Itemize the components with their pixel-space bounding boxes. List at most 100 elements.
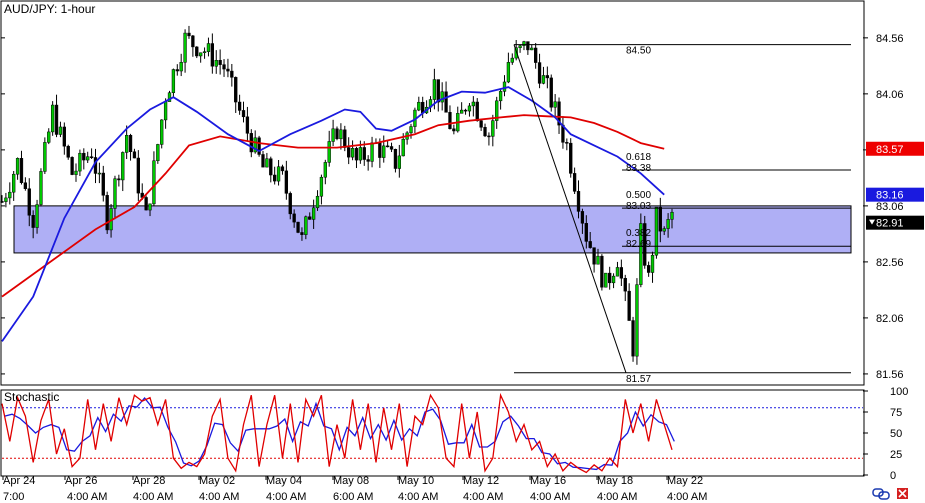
candle-body [627, 290, 631, 321]
price-tag-label: 83.16 [876, 190, 904, 202]
candle-body [183, 32, 187, 63]
candle-body [12, 173, 16, 193]
candle-body [15, 158, 20, 175]
candle-body [97, 172, 102, 175]
candle-body [222, 64, 226, 70]
candle-body [269, 158, 273, 176]
candle-body [370, 142, 374, 162]
candle-body [366, 159, 370, 162]
candle-body [604, 272, 608, 288]
candle-body [432, 79, 437, 100]
price-tag-arrow-icon [869, 219, 875, 225]
candle-body [643, 223, 647, 266]
candle-body [284, 170, 289, 194]
axis-layer: 84.5684.0683.5683.0682.5682.0681.5683.57… [1, 33, 924, 503]
candle-body [199, 52, 203, 57]
candle-body [19, 158, 24, 183]
candle-body [35, 204, 39, 228]
stochastic-layer [1, 392, 863, 474]
candle-body [66, 145, 70, 158]
candle-body [128, 135, 133, 153]
candle-body [483, 127, 487, 137]
support-resistance-zone [13, 205, 852, 254]
x-date-label: May 12 [463, 475, 499, 487]
candle-body [304, 216, 308, 235]
candle-body [421, 101, 425, 114]
candle-body [261, 154, 265, 168]
price-tag: 82.91 [866, 215, 924, 230]
candle-body [666, 219, 670, 229]
candle-body [670, 211, 674, 220]
candle-body [389, 146, 394, 150]
x-time-label: 4:00 AM [667, 491, 707, 503]
price-tag-background [866, 141, 924, 156]
candle-body [4, 197, 8, 202]
candle-body [117, 178, 121, 181]
candle-body [86, 156, 90, 161]
candle-body [534, 47, 538, 63]
link-icon[interactable] [872, 488, 890, 500]
slow-moving-average-line [1, 114, 665, 298]
candle-body [393, 149, 398, 169]
candle-body [452, 128, 456, 132]
candle-body [639, 223, 643, 285]
candle-body [491, 120, 495, 137]
fib-swing-line [513, 44, 627, 373]
candle-body [292, 213, 296, 223]
candle-body [214, 60, 218, 67]
x-time-label: 6:00 AM [333, 491, 373, 503]
candle-body [600, 255, 604, 288]
candle-body [121, 152, 125, 181]
candle-body [237, 101, 242, 111]
candle-body [530, 47, 534, 51]
candle-body [635, 284, 639, 357]
candle-body [553, 101, 557, 108]
candle-body [576, 191, 581, 212]
candle-body [448, 112, 452, 130]
candle-body [662, 228, 666, 232]
fast-moving-average-line [1, 86, 665, 342]
price-tag-background [866, 187, 924, 202]
candle-body [315, 195, 320, 209]
price-tag-label: 83.57 [876, 144, 904, 156]
candle-body [58, 126, 63, 135]
candle-body [545, 75, 549, 79]
x-time-label: 4:00 AM [266, 491, 306, 503]
candle-body [354, 148, 359, 161]
x-time-label: 4:00 AM [67, 491, 107, 503]
candle-body [506, 62, 511, 83]
candle-body [487, 135, 491, 138]
candle-body [510, 57, 514, 63]
candle-body [206, 43, 211, 52]
candle-body [276, 166, 281, 182]
candle-body [619, 267, 624, 279]
close-icon[interactable] [897, 488, 908, 499]
price-tag: 83.57 [866, 141, 924, 156]
candle-body [132, 151, 137, 159]
candle-body [54, 104, 59, 135]
candle-body [74, 170, 78, 175]
x-date-label: May 04 [266, 475, 302, 487]
candle-body [175, 69, 179, 72]
candle-body [226, 68, 230, 72]
candle-body [43, 142, 47, 172]
candle-body [273, 174, 277, 182]
y-tick-label: 84.56 [876, 33, 904, 45]
candle-body [440, 91, 444, 103]
fib-price-label: 81.57 [626, 374, 651, 385]
stochastic-y-tick-label: 0 [890, 470, 896, 482]
candle-body [444, 91, 448, 113]
fib-price-label: 83.38 [626, 163, 651, 174]
candle-body [27, 188, 31, 216]
fib-ratio-label: 0.500 [626, 190, 651, 201]
candle-body [417, 101, 421, 111]
candle-body [565, 142, 569, 144]
candle-body [311, 207, 316, 220]
y-tick-label: 83.06 [876, 201, 904, 213]
candle-body [436, 79, 440, 103]
candle-body [378, 142, 382, 158]
x-time-label: 4:00 AM [133, 491, 173, 503]
x-date-label: May 02 [199, 475, 235, 487]
